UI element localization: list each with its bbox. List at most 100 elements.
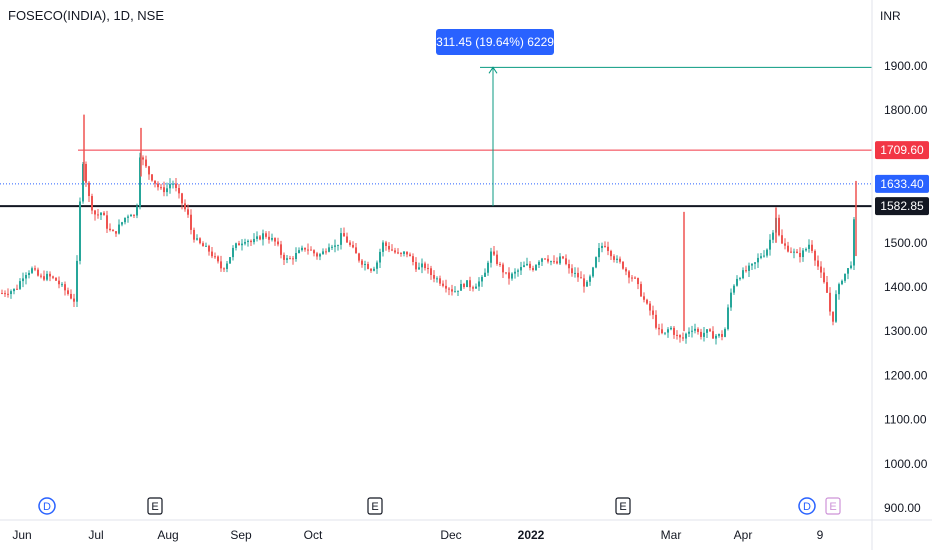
candle-body <box>49 273 51 277</box>
candle-body <box>778 217 780 236</box>
candle-body <box>748 265 750 271</box>
candle-body <box>625 268 627 272</box>
last-price-badge: 1633.40 <box>880 177 924 191</box>
candle-body <box>442 283 444 286</box>
candle-body <box>574 272 576 274</box>
candle-body <box>463 283 465 288</box>
candle-body <box>367 263 369 269</box>
candle-body <box>841 280 843 285</box>
y-tick-label: 1300.00 <box>884 324 928 338</box>
candle-body <box>406 251 408 255</box>
candle-body <box>358 253 360 261</box>
measure-label: 311.45 (19.64%) 6229 <box>436 35 554 49</box>
candle-body <box>817 260 819 267</box>
candle-body <box>286 258 288 260</box>
candle-body <box>838 284 840 295</box>
candle-body <box>697 328 699 332</box>
candle-body <box>490 251 492 263</box>
candle-body <box>58 280 60 285</box>
candle-body <box>412 256 414 262</box>
candle-body <box>592 267 594 277</box>
candle-body <box>511 273 513 279</box>
candle-body <box>85 163 87 183</box>
candle-body <box>679 335 681 338</box>
candle-body <box>760 256 762 258</box>
candle-body <box>181 193 183 204</box>
y-tick-label: 1200.00 <box>884 368 928 382</box>
dividend-marker <box>38 497 56 515</box>
candle-body <box>835 294 837 322</box>
candle-body <box>187 209 189 215</box>
candle-body <box>430 268 432 276</box>
candle-body <box>739 278 741 280</box>
candle-body <box>4 293 6 295</box>
support-price-badge: 1582.85 <box>880 199 924 213</box>
candle-body <box>40 275 42 277</box>
candle-body <box>799 252 801 258</box>
candle-body <box>283 254 285 260</box>
candle-body <box>445 285 447 289</box>
candle-body <box>631 277 633 279</box>
candle-body <box>31 268 33 273</box>
candle-body <box>193 229 195 240</box>
measure-label-bg <box>436 29 554 55</box>
candle-body <box>82 163 84 202</box>
y-tick-label: 1800.00 <box>884 103 928 117</box>
support-price-badge-bg <box>875 197 929 216</box>
candle-body <box>844 273 846 281</box>
candle-body <box>211 251 213 257</box>
candle-body <box>382 242 384 252</box>
candle-body <box>280 244 282 255</box>
x-tick-label: 9 <box>817 528 824 542</box>
candle-body <box>496 254 498 264</box>
candle-body <box>73 298 75 302</box>
candle-body <box>139 157 141 207</box>
candle-body <box>730 292 732 308</box>
x-tick-label: Dec <box>440 528 461 542</box>
candle-body <box>670 327 672 330</box>
candle-body <box>460 283 462 291</box>
candle-body <box>691 330 693 332</box>
candle-body <box>256 236 258 239</box>
candle-body <box>667 329 669 333</box>
candle-body <box>76 260 78 302</box>
candle-body <box>217 256 219 262</box>
candle-body <box>640 284 642 297</box>
candle-body <box>34 268 36 270</box>
candle-body <box>343 233 345 237</box>
candle-body <box>724 329 726 337</box>
currency-label: INR <box>880 9 901 23</box>
candle-body <box>28 272 30 275</box>
candle-body <box>97 214 99 216</box>
candle-body <box>673 327 675 335</box>
candle-body <box>526 263 528 266</box>
y-tick-label: 1900.00 <box>884 59 928 73</box>
candle-body <box>421 263 423 268</box>
candle-body <box>313 250 315 254</box>
candle-body <box>109 228 111 231</box>
candle-body <box>238 243 240 246</box>
candle-body <box>742 270 744 279</box>
candle-body <box>769 239 771 250</box>
candle-body <box>589 276 591 282</box>
candle-body <box>610 250 612 257</box>
candle-body <box>811 244 813 251</box>
candle-body <box>628 271 630 278</box>
candle-body <box>649 303 651 311</box>
candle-body <box>55 277 57 281</box>
candle-body <box>484 272 486 277</box>
candle-body <box>751 263 753 266</box>
candle-body <box>703 332 705 337</box>
candle-body <box>145 159 147 167</box>
candle-body <box>385 242 387 246</box>
candle-body <box>325 251 327 253</box>
candle-body <box>568 264 570 269</box>
candle-body <box>271 238 273 240</box>
candle-body <box>577 272 579 278</box>
candle-body <box>562 256 564 259</box>
candle-body <box>520 267 522 271</box>
candle-body <box>61 284 63 286</box>
candle-body <box>439 278 441 284</box>
candle-body <box>448 288 450 290</box>
